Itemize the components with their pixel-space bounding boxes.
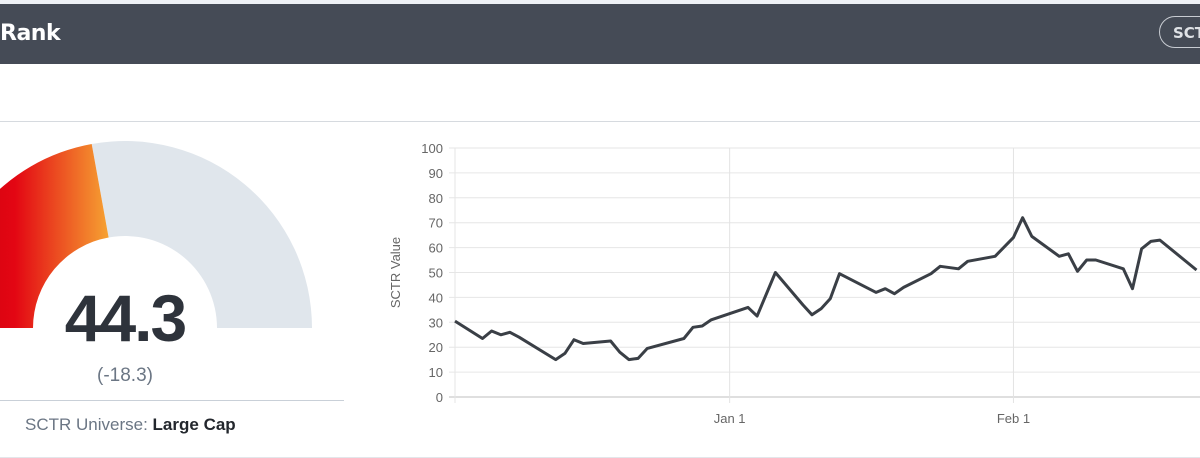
x-tick-label: Jan 1 [714, 411, 746, 426]
universe-value: Large Cap [152, 415, 236, 434]
sctr-universe: SCTR Universe: Large Cap [25, 415, 236, 435]
gauge-fill [0, 143, 109, 328]
y-tick-label: 80 [429, 191, 443, 206]
y-tick-label: 100 [421, 141, 443, 156]
panel-header: Rank SCT [0, 4, 1200, 64]
sctr-button[interactable]: SCT [1159, 16, 1200, 48]
y-tick-label: 0 [436, 390, 443, 405]
sctr-change: (-18.3) [97, 365, 153, 386]
y-tick-label: 50 [429, 266, 443, 281]
y-tick-label: 60 [429, 241, 443, 256]
y-tick-label: 90 [429, 166, 443, 181]
universe-label: SCTR Universe: [25, 415, 148, 434]
y-axis-label: SCTR Value [388, 237, 403, 308]
y-tick-label: 70 [429, 216, 443, 231]
divider [0, 400, 344, 401]
sctr-gauge [0, 141, 312, 328]
series-line [454, 216, 1198, 362]
panel-title: Rank [0, 21, 61, 46]
divider [0, 121, 1200, 122]
x-tick-label: Feb 1 [997, 411, 1030, 426]
sctr-score: 44.3 [64, 281, 187, 355]
top-strip [0, 0, 1200, 4]
y-tick-label: 40 [429, 290, 443, 305]
y-tick-label: 30 [429, 315, 443, 330]
y-tick-label: 10 [429, 365, 443, 380]
gauge-track [91, 141, 312, 328]
y-tick-label: 20 [429, 340, 443, 355]
